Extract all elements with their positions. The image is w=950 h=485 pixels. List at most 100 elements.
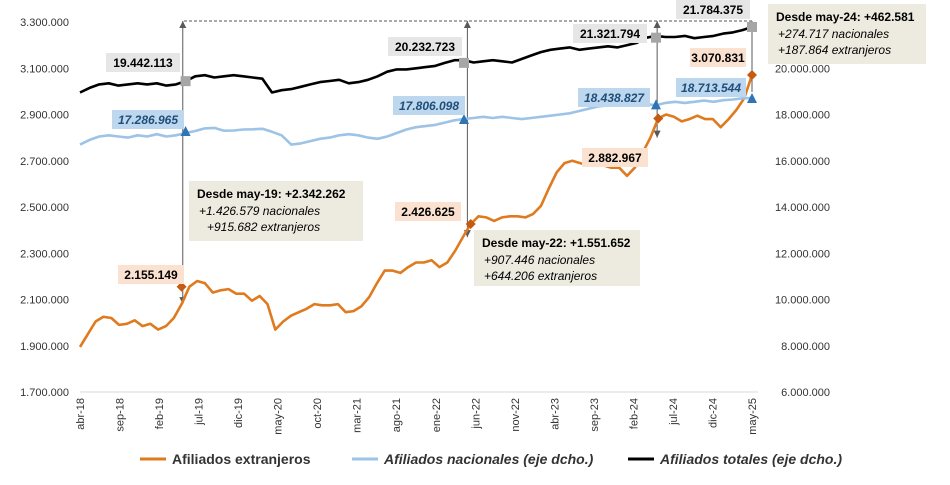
annotation-title: Desde may-19: +2.342.262 <box>197 187 346 201</box>
left-axis-tick: 2.500.000 <box>20 202 69 214</box>
left-axis-tick: 1.900.000 <box>20 341 69 353</box>
x-axis-tick: feb-19 <box>154 398 166 429</box>
right-axis-tick: 14.000.000 <box>775 202 830 214</box>
x-axis-tick: ene-22 <box>431 398 443 432</box>
data-label-bg <box>395 202 461 221</box>
data-labels: 2.155.149 2.426.625 2.882.967 3.070.831 17.2… <box>106 0 750 284</box>
data-label: 21.321.794 <box>580 27 640 41</box>
annotation-title: Desde may-24: +462.581 <box>776 10 915 24</box>
x-axis-tick: jun-22 <box>470 398 482 430</box>
marker-totales <box>651 32 661 43</box>
data-label-bg <box>388 37 462 56</box>
annotation-line: +915.682 extranjeros <box>207 220 320 234</box>
arrow-head-up <box>463 21 471 28</box>
annotation-line: +907.446 nacionales <box>484 253 595 267</box>
legend-item: Afiliados totales (eje dcho.) <box>628 451 842 467</box>
annotation-line: +274.717 nacionales <box>778 27 889 41</box>
annotation-box: Desde may-24: +462.581 +274.717 nacionale… <box>768 4 926 64</box>
x-axis-tick: sep-18 <box>115 398 127 432</box>
data-label: 2.426.625 <box>401 205 455 219</box>
annotation-line: +187.864 extranjeros <box>778 43 891 57</box>
arrow-head-down <box>653 130 661 138</box>
data-label: 3.070.831 <box>691 51 745 65</box>
annotation-title: Desde may-22: +1.551.652 <box>482 236 631 250</box>
right-axis-tick: 8.000.000 <box>781 341 830 353</box>
right-axis-tick: 6.000.000 <box>781 387 830 399</box>
x-axis-tick: oct-20 <box>312 398 324 429</box>
marker-totales <box>747 21 757 32</box>
marker-nacionales <box>180 125 191 136</box>
series-markers <box>176 21 757 292</box>
data-label-bg <box>118 265 184 284</box>
right-axis-tick: 12.000.000 <box>775 248 830 260</box>
marker-totales <box>459 57 469 68</box>
annotation-line: +1.426.579 nacionales <box>199 204 320 218</box>
data-label: 18.713.544 <box>681 81 741 95</box>
data-label-bg <box>676 0 750 19</box>
marker-extranjeros <box>176 281 187 292</box>
data-label: 20.232.723 <box>395 40 455 54</box>
data-label: 19.442.113 <box>113 56 173 70</box>
arrow-head-up <box>653 21 661 28</box>
left-axis-tick: 3.100.000 <box>20 63 69 75</box>
axes: 1.700.000 1.900.000 2.100.000 2.300.000 2.50… <box>20 17 830 435</box>
legend-label: Afiliados nacionales (eje dcho.) <box>383 451 594 467</box>
right-axis-tick: 18.000.000 <box>775 110 830 122</box>
data-label-bg <box>112 110 184 129</box>
data-label: 21.784.375 <box>683 3 743 17</box>
annotation-box: Desde may-22: +1.551.652 +907.446 naciona… <box>474 230 640 286</box>
annotation-bg <box>474 230 640 286</box>
data-label-bg <box>106 53 180 72</box>
x-axis-tick: mar-21 <box>352 398 364 433</box>
data-label-bg <box>578 88 650 107</box>
marker-nacionales <box>459 113 469 124</box>
legend-item: Afiliados extranjeros <box>140 451 311 467</box>
x-axis-tick: jul-24 <box>668 398 680 426</box>
data-label-bg <box>393 96 465 115</box>
legend-item: Afiliados nacionales (eje dcho.) <box>352 451 594 467</box>
arrow-head-up <box>179 21 187 28</box>
right-axis-tick: 10.000.000 <box>775 295 830 307</box>
x-axis-tick: sep-23 <box>589 398 601 432</box>
x-axis-tick: feb-24 <box>628 398 640 429</box>
left-axis-tick: 2.900.000 <box>20 110 69 122</box>
x-axis-tick: abr-23 <box>549 398 561 430</box>
annotation-line: +644.206 extranjeros <box>484 269 597 283</box>
x-axis-tick: may-25 <box>747 398 759 435</box>
marker-extranjeros <box>653 113 664 124</box>
x-axis-tick: abr-18 <box>75 398 87 430</box>
annotations: Desde may-19: +2.342.262 +1.426.579 nacio… <box>189 4 926 286</box>
marker-nacionales <box>651 99 661 110</box>
left-axis-tick: 2.300.000 <box>20 248 69 260</box>
x-axis-tick: may-20 <box>273 398 285 435</box>
data-label: 2.155.149 <box>124 268 178 282</box>
data-label: 18.438.827 <box>584 91 645 105</box>
x-axis-tick: dic-19 <box>233 398 245 428</box>
annotation-bg <box>768 4 926 64</box>
data-label: 17.286.965 <box>118 113 178 127</box>
right-axis-tick: 20.000.000 <box>775 63 830 75</box>
x-axis-tick: dic-24 <box>707 398 719 428</box>
data-label-bg <box>573 24 647 43</box>
marker-nacionales <box>747 92 757 103</box>
left-axis-tick: 2.700.000 <box>20 156 69 168</box>
legend-label: Afiliados totales (eje dcho.) <box>659 451 842 467</box>
marker-totales <box>180 76 191 87</box>
data-label-bg <box>582 148 648 167</box>
legend: Afiliados extranjeros Afiliados nacionale… <box>140 451 842 467</box>
marker-extranjeros <box>747 69 757 80</box>
annotation-box: Desde may-19: +2.342.262 +1.426.579 nacio… <box>189 181 363 241</box>
data-label: 17.806.098 <box>399 99 459 113</box>
left-axis-tick: 2.100.000 <box>20 295 69 307</box>
x-axis-tick: ago-21 <box>391 398 403 432</box>
legend-label: Afiliados extranjeros <box>172 451 311 467</box>
x-axis-tick: nov-22 <box>510 398 522 432</box>
right-axis-tick: 16.000.000 <box>775 156 830 168</box>
marker-extranjeros <box>465 218 476 229</box>
data-label-bg <box>690 48 746 67</box>
x-axis-tick: jul-19 <box>194 398 206 426</box>
left-axis-tick: 3.300.000 <box>20 17 69 29</box>
data-label: 2.882.967 <box>588 151 642 165</box>
data-label-bg <box>676 78 746 97</box>
